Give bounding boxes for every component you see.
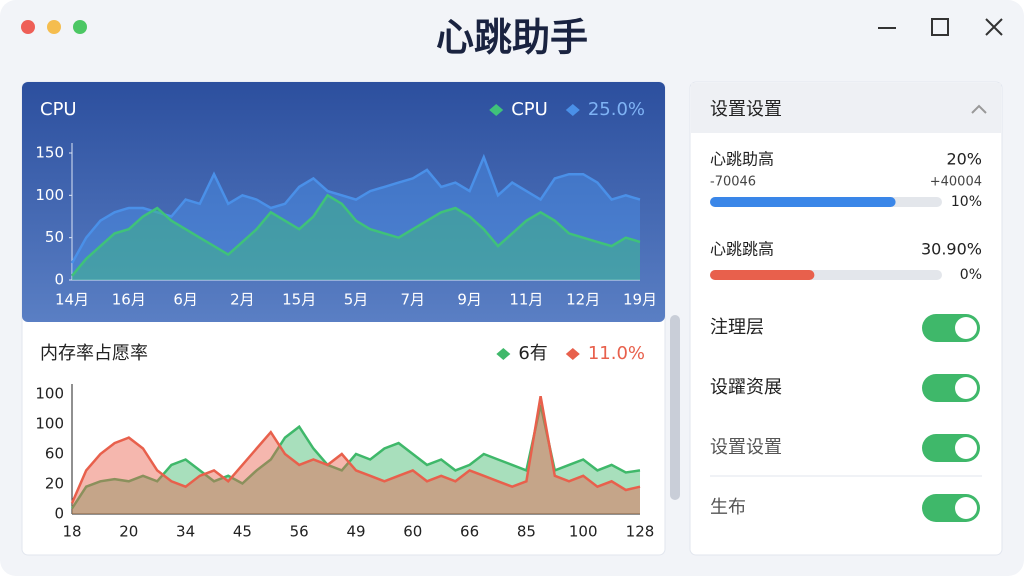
x-tick-label: 60 <box>403 523 422 541</box>
slider-label: 心跳跳高 <box>710 240 774 259</box>
x-tick-label: 12月 <box>566 291 600 309</box>
x-tick-label: 19月 <box>623 291 657 309</box>
maximize-btn[interactable] <box>931 18 949 36</box>
x-tick-label: 100 <box>569 523 598 541</box>
y-tick-label: 150 <box>35 144 64 162</box>
x-tick-label: 20 <box>119 523 138 541</box>
x-tick-label: 34 <box>176 523 195 541</box>
legend-icon <box>565 348 580 360</box>
series-area <box>72 157 640 280</box>
toggle-label: 注理层 <box>710 317 764 338</box>
x-tick-label: 128 <box>626 523 655 541</box>
x-tick-label: 45 <box>233 523 252 541</box>
x-tick-label: 49 <box>346 523 365 541</box>
x-tick-label: 2月 <box>230 291 255 309</box>
slider-value: 20% <box>946 150 982 169</box>
legend-label: 6有 <box>518 343 547 364</box>
scrollbar[interactable] <box>670 315 680 500</box>
chart-title: CPU <box>40 99 77 120</box>
x-tick-label: 5月 <box>344 291 369 309</box>
y-label: 100 <box>35 385 64 403</box>
settings-header <box>691 83 1001 133</box>
slider-value: 30.90% <box>921 240 982 259</box>
legend-icon <box>565 104 580 116</box>
x-tick-label: 14月 <box>55 291 89 309</box>
series-area <box>72 195 640 280</box>
x-tick-label: 85 <box>517 523 536 541</box>
series-line <box>70 395 641 504</box>
legend-icon <box>489 104 504 116</box>
legend-label: CPU <box>511 99 548 120</box>
toggle-label: 设躍资展 <box>710 377 782 398</box>
toggle-knob[interactable] <box>955 437 977 459</box>
cpu-panel <box>22 82 665 322</box>
y-label: 0 <box>54 505 64 523</box>
y-label: 20 <box>45 475 64 493</box>
x-tick-label: 7月 <box>401 291 426 309</box>
x-tick-label: 15月 <box>282 291 316 309</box>
toggle-knob[interactable] <box>955 317 977 339</box>
legend-icon <box>496 348 511 360</box>
x-tick-label: 9月 <box>457 291 482 309</box>
series-line <box>71 193 641 277</box>
window-title: 心跳助手 <box>436 16 588 60</box>
chart-title: 内存率占愿率 <box>40 343 148 364</box>
x-tick-label: 11月 <box>509 291 543 309</box>
x-tick-label: 6月 <box>173 291 198 309</box>
slider-fill[interactable] <box>710 270 815 280</box>
y-label: 100 <box>35 415 64 433</box>
close-dot[interactable] <box>21 20 35 34</box>
content: CPU 25.0% CPU 0 50 100 150 14月 16月 6月 2月 15月 5月 7月 9月 1… <box>35 99 982 541</box>
toggle-label: 设置设置 <box>710 437 782 458</box>
slider-fill[interactable] <box>710 197 896 207</box>
slider-max: +40004 <box>930 175 982 190</box>
x-tick-label: 56 <box>290 523 309 541</box>
toggle-knob[interactable] <box>955 497 977 519</box>
y-tick-label: 100 <box>35 186 64 204</box>
toggle-label: 生布 <box>710 497 746 518</box>
toggle-knob[interactable] <box>955 377 977 399</box>
max-dot[interactable] <box>73 20 87 34</box>
slider-end: 10% <box>951 194 982 210</box>
min-dot[interactable] <box>47 20 61 34</box>
series-area <box>72 396 640 514</box>
legend-label: 25.0% <box>588 99 645 120</box>
x-tick-label: 66 <box>460 523 479 541</box>
close-btn[interactable] <box>985 18 1003 36</box>
collapse-icon[interactable] <box>971 104 987 114</box>
x-tick-label: 16月 <box>112 291 146 309</box>
x-tick-label: 18 <box>62 523 81 541</box>
settings-title: 设置设置 <box>710 99 782 120</box>
slider-min: -70046 <box>710 175 756 190</box>
y-tick-label: 0 <box>54 271 64 289</box>
legend-label: 11.0% <box>588 343 645 364</box>
slider-end: 0% <box>960 267 982 283</box>
y-label: 60 <box>45 445 64 463</box>
y-tick-label: 50 <box>45 228 64 246</box>
series-area <box>72 404 640 514</box>
slider-label: 心跳助高 <box>710 150 774 169</box>
